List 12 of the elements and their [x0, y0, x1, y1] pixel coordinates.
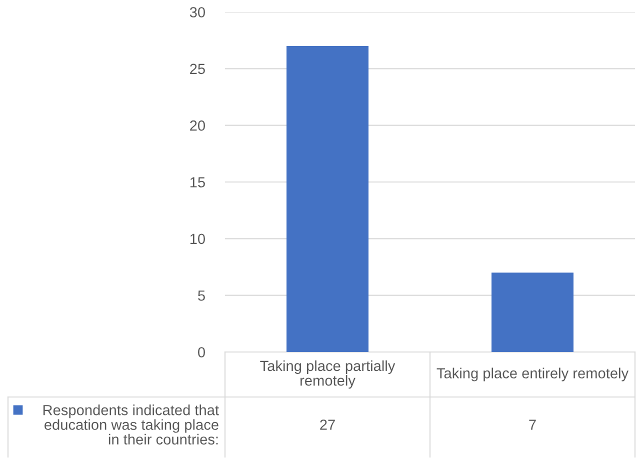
y-tick-label: 20	[190, 120, 205, 131]
legend-label: Respondents indicated that education was taking place in their countries:	[43, 404, 219, 445]
y-tick-label: 15	[190, 177, 205, 188]
y-tick-label: 10	[190, 234, 205, 244]
x-tick-label: Taking place entirely remotely	[436, 368, 629, 382]
y-tick-label: 0	[198, 347, 205, 358]
y-tick-label: 5	[198, 290, 205, 301]
y-tick-label: 25	[190, 64, 205, 74]
x-tick-label: Taking place partially remotely	[260, 360, 396, 389]
data-label: 7	[529, 420, 536, 430]
y-tick-label: 30	[190, 7, 205, 18]
data-label: 27	[320, 420, 335, 430]
